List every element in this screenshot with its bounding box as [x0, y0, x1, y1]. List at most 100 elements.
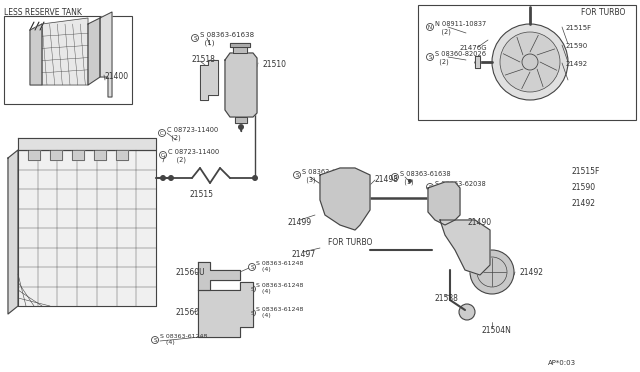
Circle shape: [237, 271, 241, 275]
Text: C: C: [160, 131, 164, 136]
Text: 21590: 21590: [572, 183, 596, 192]
Text: 21515F: 21515F: [572, 167, 600, 176]
Text: N 08911-10837
   (2): N 08911-10837 (2): [435, 21, 486, 35]
Polygon shape: [440, 220, 490, 275]
Polygon shape: [35, 22, 39, 30]
Circle shape: [236, 317, 240, 321]
Circle shape: [218, 273, 222, 277]
Circle shape: [252, 175, 258, 181]
Text: 21510: 21510: [263, 60, 287, 69]
Polygon shape: [8, 150, 18, 314]
Circle shape: [522, 54, 538, 70]
Text: FOR TURBO: FOR TURBO: [581, 8, 625, 17]
Polygon shape: [40, 22, 44, 30]
Polygon shape: [94, 150, 106, 160]
Text: C 08723-11400
    (2): C 08723-11400 (2): [168, 149, 220, 163]
Polygon shape: [18, 150, 156, 306]
Circle shape: [231, 303, 235, 307]
Polygon shape: [42, 18, 88, 85]
Text: S 08363-61248
   (4): S 08363-61248 (4): [256, 261, 303, 272]
Text: S 08363-61248
   (4): S 08363-61248 (4): [256, 283, 303, 294]
Text: 21400: 21400: [104, 72, 128, 81]
Text: AP*0:03: AP*0:03: [548, 360, 576, 366]
Text: S 08363-61248
   (4): S 08363-61248 (4): [160, 334, 207, 345]
Text: 21490: 21490: [468, 218, 492, 227]
Text: S: S: [428, 55, 432, 60]
Polygon shape: [72, 150, 84, 160]
Polygon shape: [88, 18, 100, 85]
Text: 21476G: 21476G: [460, 45, 488, 51]
Text: 21518: 21518: [192, 55, 216, 64]
Polygon shape: [428, 182, 460, 225]
Text: LESS RESERVE TANK: LESS RESERVE TANK: [4, 8, 82, 17]
Circle shape: [11, 256, 15, 260]
Circle shape: [218, 303, 222, 307]
Text: S 08363-62038
  (3): S 08363-62038 (3): [302, 169, 353, 183]
Text: S: S: [193, 36, 196, 41]
Polygon shape: [198, 262, 240, 290]
Text: 21560U: 21560U: [175, 268, 205, 277]
Text: 21590: 21590: [566, 43, 588, 49]
Circle shape: [500, 32, 560, 92]
Polygon shape: [28, 150, 40, 160]
Circle shape: [231, 273, 235, 277]
Circle shape: [11, 216, 15, 220]
Text: S 08363-61248
   (4): S 08363-61248 (4): [256, 307, 303, 318]
Polygon shape: [116, 150, 128, 160]
Text: 21504N: 21504N: [482, 326, 512, 335]
Text: S: S: [153, 338, 157, 343]
Text: FOR TURBO: FOR TURBO: [328, 238, 372, 247]
Polygon shape: [225, 53, 257, 117]
Circle shape: [238, 124, 244, 130]
Text: S: S: [428, 185, 432, 190]
Text: N: N: [428, 25, 432, 30]
Text: 21588: 21588: [435, 294, 459, 303]
Polygon shape: [100, 12, 112, 97]
Polygon shape: [30, 24, 42, 85]
Polygon shape: [18, 138, 156, 150]
Circle shape: [160, 175, 166, 181]
Text: S: S: [250, 311, 253, 316]
Text: 21498: 21498: [375, 175, 399, 184]
Bar: [4, 16, 132, 104]
Circle shape: [199, 334, 203, 338]
Polygon shape: [198, 282, 253, 337]
Polygon shape: [50, 150, 62, 160]
Text: C 08723-11400
  (2): C 08723-11400 (2): [167, 127, 218, 141]
Polygon shape: [475, 56, 480, 68]
Text: S: S: [250, 287, 253, 292]
Circle shape: [470, 250, 514, 294]
Polygon shape: [230, 43, 250, 47]
Text: S: S: [250, 265, 253, 270]
Polygon shape: [30, 22, 34, 30]
Text: S: S: [295, 173, 299, 178]
Text: 21492: 21492: [520, 268, 544, 277]
Text: S 08363-62038
  (3): S 08363-62038 (3): [435, 181, 486, 195]
Circle shape: [408, 179, 412, 183]
Text: 21492: 21492: [572, 199, 596, 208]
Text: S: S: [393, 175, 397, 180]
Circle shape: [432, 195, 436, 199]
Polygon shape: [200, 60, 218, 100]
Circle shape: [459, 304, 475, 320]
Text: C: C: [161, 153, 165, 158]
Circle shape: [216, 323, 220, 327]
Polygon shape: [233, 47, 247, 53]
Polygon shape: [320, 168, 370, 230]
Text: S 08360-82026
  (2): S 08360-82026 (2): [435, 51, 486, 64]
Polygon shape: [235, 117, 247, 123]
Circle shape: [492, 24, 568, 100]
Text: 21499: 21499: [288, 218, 312, 227]
Circle shape: [321, 183, 326, 189]
Text: S 08363-61638
  (1): S 08363-61638 (1): [400, 171, 451, 185]
Circle shape: [333, 178, 337, 182]
Text: S 08363-61638
  (1): S 08363-61638 (1): [200, 32, 254, 45]
Bar: [418, 5, 636, 120]
Circle shape: [11, 176, 15, 180]
Circle shape: [236, 293, 240, 297]
Circle shape: [168, 175, 174, 181]
Text: 21492: 21492: [566, 61, 588, 67]
Text: 21497: 21497: [292, 250, 316, 259]
Circle shape: [350, 178, 354, 182]
Text: 21560: 21560: [175, 308, 199, 317]
